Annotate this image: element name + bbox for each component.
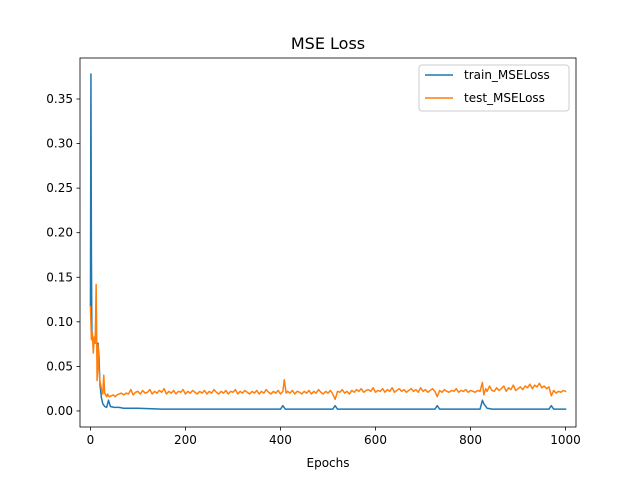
chart-title: MSE Loss bbox=[291, 34, 365, 53]
legend-label-train_MSELoss: train_MSELoss bbox=[464, 68, 550, 82]
y-tick-label: 0.35 bbox=[46, 92, 73, 106]
x-tick-label: 0 bbox=[87, 433, 95, 447]
x-tick-label: 600 bbox=[364, 433, 387, 447]
y-tick-label: 0.05 bbox=[46, 359, 73, 373]
y-tick-label: 0.30 bbox=[46, 137, 73, 151]
legend-label-test_MSELoss: test_MSELoss bbox=[464, 91, 545, 105]
y-tick-label: 0.10 bbox=[46, 315, 73, 329]
y-tick-label: 0.25 bbox=[46, 181, 73, 195]
x-axis-label: Epochs bbox=[307, 456, 350, 470]
y-tick-label: 0.20 bbox=[46, 226, 73, 240]
legend: train_MSELoss test_MSELoss bbox=[418, 64, 570, 112]
plot-lines bbox=[89, 73, 567, 410]
series-line-test_MSELoss bbox=[89, 283, 567, 401]
axes-frame bbox=[79, 57, 577, 428]
y-axis-ticks: 0.00 0.05 0.10 0.15 0.20 0.25 0.30 0.35 bbox=[46, 92, 80, 418]
x-tick-label: 400 bbox=[269, 433, 292, 447]
x-tick-label: 200 bbox=[174, 433, 197, 447]
x-axis-ticks: 0 200 400 600 800 1000 bbox=[87, 427, 581, 447]
x-tick-label: 1000 bbox=[550, 433, 581, 447]
legend-box bbox=[418, 64, 570, 112]
x-tick-label: 800 bbox=[459, 433, 482, 447]
y-tick-label: 0.15 bbox=[46, 270, 73, 284]
y-tick-label: 0.00 bbox=[46, 404, 73, 418]
